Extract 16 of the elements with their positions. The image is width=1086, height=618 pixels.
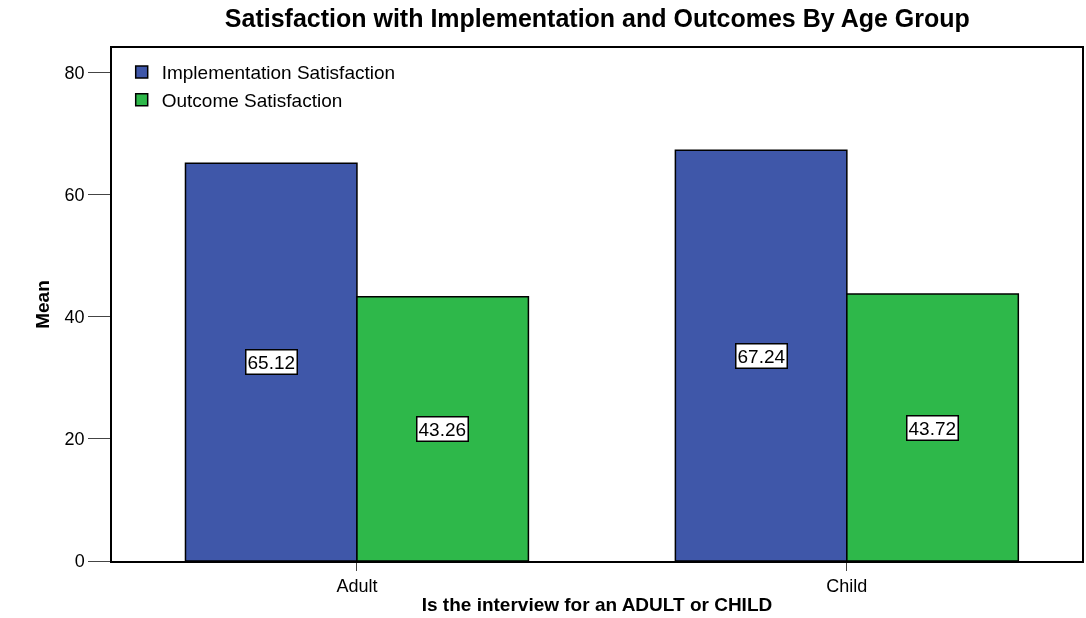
data-label: 65.12 (247, 351, 296, 373)
x-tick-label: Child (826, 576, 868, 597)
y-tick-label: 60 (64, 184, 85, 205)
data-label: 43.26 (418, 418, 467, 440)
x-axis-title: Is the interview for an ADULT or CHILD (421, 593, 773, 615)
y-tick-label: 80 (64, 62, 85, 83)
chart-title: Satisfaction with Implementation and Outcomes By Age Group (224, 3, 970, 32)
y-axis-title: Mean (31, 280, 53, 329)
y-tick-label: 20 (64, 429, 85, 450)
x-tick-label: Adult (336, 576, 378, 597)
data-label: 67.24 (737, 345, 786, 367)
y-tick-label: 0 (74, 551, 85, 572)
data-label: 43.72 (908, 417, 957, 439)
legend-label: Implementation Satisfaction (161, 62, 396, 84)
legend-label: Outcome Satisfaction (161, 90, 343, 112)
y-tick-label: 40 (64, 307, 85, 328)
